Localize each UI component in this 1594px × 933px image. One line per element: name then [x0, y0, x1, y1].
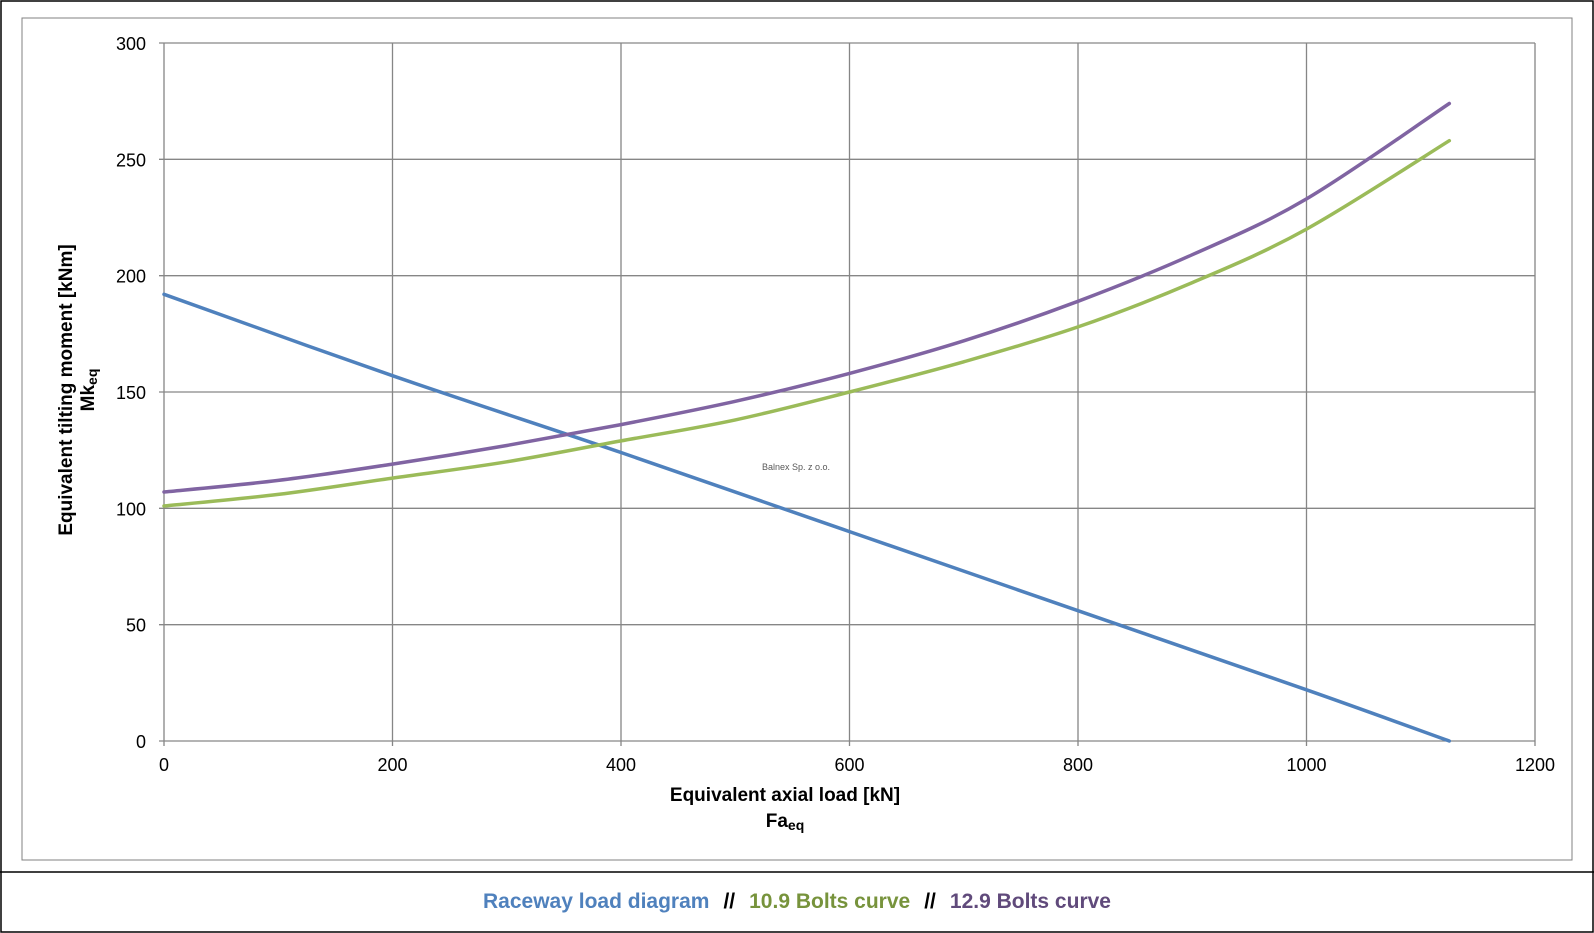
legend-separator: //: [723, 889, 736, 913]
y-tick-label: 200: [116, 267, 146, 287]
grid: [159, 42, 1536, 746]
x-tick-label: 0: [159, 755, 169, 775]
x-tick-label: 1200: [1515, 755, 1555, 775]
annotation-watermark: Balnex Sp. z o.o.: [762, 462, 830, 472]
legend-item-raceway: Raceway load diagram: [483, 889, 710, 913]
y-tick-label: 0: [136, 732, 146, 752]
y-tick-label: 150: [116, 383, 146, 403]
legend-item-bolts-12-9: 12.9 Bolts curve: [949, 889, 1111, 913]
x-axis-title: Equivalent axial load [kN]: [670, 785, 900, 806]
x-axis-symbol: Faeq: [766, 811, 805, 833]
x-tick-label: 200: [377, 755, 407, 775]
y-axis-title: Equivalent tilting moment [kNm]: [56, 244, 77, 535]
y-axis-ticks: 0 50 100 150 200 250 300: [116, 34, 146, 752]
y-tick-label: 250: [116, 150, 146, 170]
legend-item-bolts-10-9: 10.9 Bolts curve: [749, 889, 911, 913]
legend: Raceway load diagram // 10.9 Bolts curve…: [0, 870, 1594, 933]
x-axis-ticks: 0 200 400 600 800 1000 1200: [159, 755, 1555, 775]
series-bolts-12-9-line: [162, 101, 1452, 494]
y-axis-symbol-sub: eq: [84, 369, 100, 385]
x-tick-label: 400: [606, 755, 636, 775]
x-axis-symbol-main: Fa: [766, 811, 789, 832]
x-tick-label: 1000: [1286, 755, 1326, 775]
y-tick-label: 300: [116, 34, 146, 54]
series-layer: [162, 101, 1452, 743]
legend-separator: //: [924, 889, 936, 913]
y-tick-label: 100: [116, 499, 146, 519]
chart-area-border: [21, 17, 1573, 861]
x-tick-label: 600: [834, 755, 864, 775]
series-raceway-load-line: [162, 292, 1452, 743]
y-axis-symbol: Mkeq: [78, 369, 100, 412]
x-axis-symbol-sub: eq: [788, 817, 804, 833]
series-bolts-10-9-line: [162, 138, 1452, 508]
y-axis-title-group: Equivalent tilting moment [kNm] Mkeq: [56, 244, 100, 535]
y-tick-label: 50: [126, 616, 146, 636]
y-axis-symbol-main: Mk: [78, 385, 99, 412]
x-tick-label: 800: [1063, 755, 1093, 775]
